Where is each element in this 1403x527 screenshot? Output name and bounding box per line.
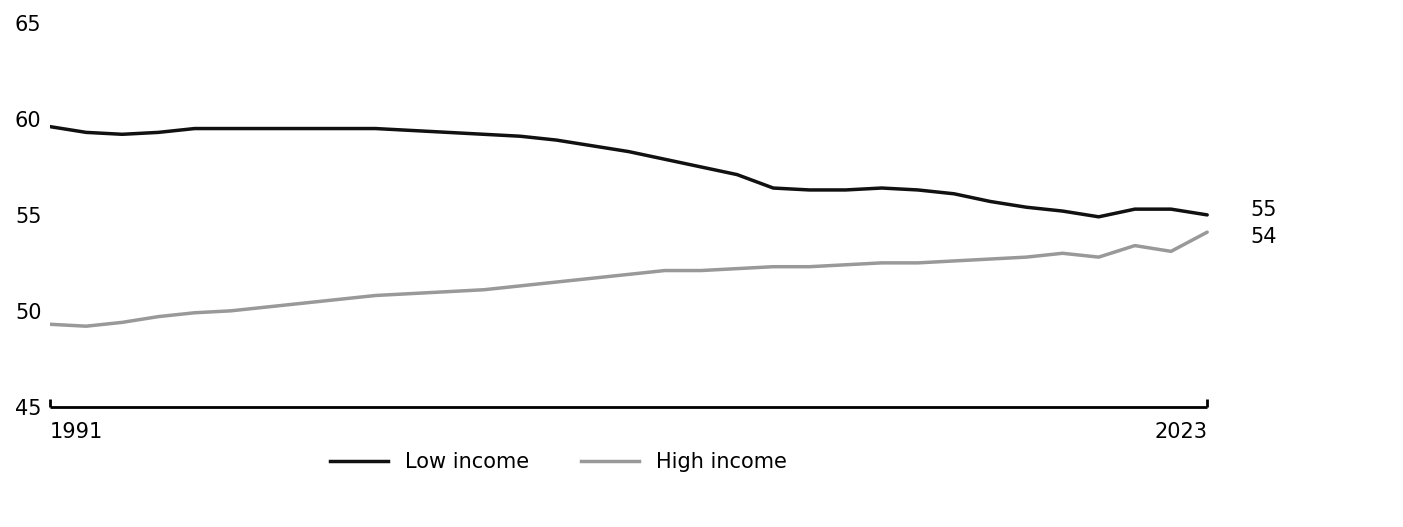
Text: 54: 54 bbox=[1250, 227, 1277, 247]
Text: 55: 55 bbox=[1250, 200, 1277, 220]
Text: 1991: 1991 bbox=[51, 422, 104, 442]
Legend: Low income, High income: Low income, High income bbox=[321, 444, 796, 481]
Text: 2023: 2023 bbox=[1155, 422, 1207, 442]
